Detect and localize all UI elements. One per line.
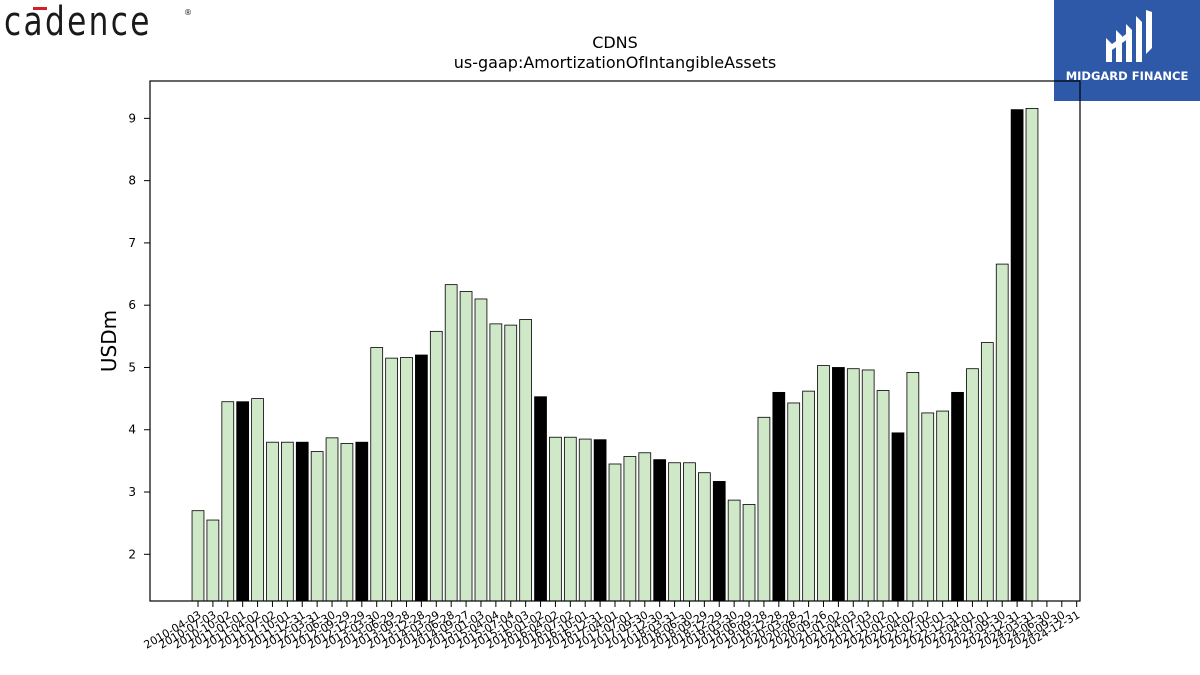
y-tick-label: 6: [128, 298, 136, 312]
bar: [191, 510, 205, 602]
y-axis-label: USDm: [97, 310, 121, 372]
chart-title: CDNS: [592, 33, 638, 52]
bar: [891, 432, 905, 602]
bar: [861, 369, 875, 602]
y-tick-label: 2: [128, 547, 136, 561]
y-tick-label: 9: [128, 111, 136, 125]
bar: [995, 263, 1009, 602]
bar: [310, 451, 324, 602]
bar: [936, 410, 950, 602]
cadence-logo-text: cadence: [4, 0, 152, 45]
bar: [474, 298, 488, 602]
bar: [444, 284, 458, 602]
midgard-finance-logo: MIDGARD FINANCE: [1054, 0, 1200, 101]
bar: [802, 390, 815, 602]
bar: [429, 330, 443, 602]
bar: [578, 438, 592, 602]
bar: [593, 439, 607, 602]
bar: [459, 291, 473, 602]
bar: [757, 416, 771, 602]
bar: [698, 472, 711, 602]
bar: [370, 347, 384, 602]
bar: [683, 462, 696, 602]
bar: [400, 357, 413, 602]
bar: [921, 412, 935, 602]
bar: [772, 391, 786, 602]
bar: [489, 323, 503, 602]
bar: [638, 452, 652, 602]
midgard-emblem-icon: [1106, 10, 1152, 62]
plot-frame: [149, 80, 1081, 602]
bar: [385, 357, 398, 602]
bar: [727, 499, 741, 602]
bar: [280, 441, 294, 602]
bar: [504, 324, 518, 602]
bar: [980, 342, 994, 602]
x-axis-ticks: 2010-04-032010-07-032010-10-022011-01-01…: [142, 601, 1082, 652]
bar: [787, 402, 801, 602]
bar: [846, 368, 860, 602]
y-axis-ticks: 2 3 4 5 6 7 8 9: [128, 111, 150, 561]
bar: [876, 390, 890, 602]
bar: [325, 437, 339, 602]
bar: [951, 391, 964, 602]
bar: [712, 481, 726, 602]
bar: [966, 368, 979, 602]
bar: [742, 504, 756, 602]
bar: [563, 436, 577, 602]
bar: [415, 354, 428, 602]
bar: [221, 401, 235, 602]
midgard-finance-text: MIDGARD FINANCE: [1065, 69, 1189, 83]
bar: [653, 459, 667, 602]
bar: [817, 365, 830, 602]
y-tick-label: 4: [128, 423, 136, 437]
bar: [623, 456, 637, 602]
chart-subtitle: us-gaap:AmortizationOfIntangibleAssets: [454, 53, 776, 72]
bar: [1025, 108, 1039, 602]
bar: [1010, 109, 1024, 602]
bar: [236, 401, 250, 602]
bar: [534, 396, 547, 602]
bar: [608, 463, 622, 602]
bars-group: [191, 108, 1039, 602]
registered-mark: ®: [184, 8, 192, 17]
bar: [832, 367, 845, 602]
bar: [355, 441, 369, 602]
bar: [206, 519, 220, 602]
y-tick-label: 5: [128, 360, 136, 374]
cadence-logo: cadence ®: [4, 0, 194, 46]
bar: [519, 319, 533, 602]
y-tick-label: 8: [128, 174, 136, 188]
y-tick-label: 7: [128, 236, 136, 250]
bar: [549, 436, 562, 602]
bar: [906, 372, 920, 602]
y-tick-label: 3: [128, 485, 136, 499]
bar: [251, 398, 264, 602]
bar: [266, 441, 279, 602]
bar: [295, 441, 309, 602]
bar: [340, 443, 354, 602]
bar: [668, 462, 681, 602]
cadence-logo-accent: [33, 7, 47, 10]
